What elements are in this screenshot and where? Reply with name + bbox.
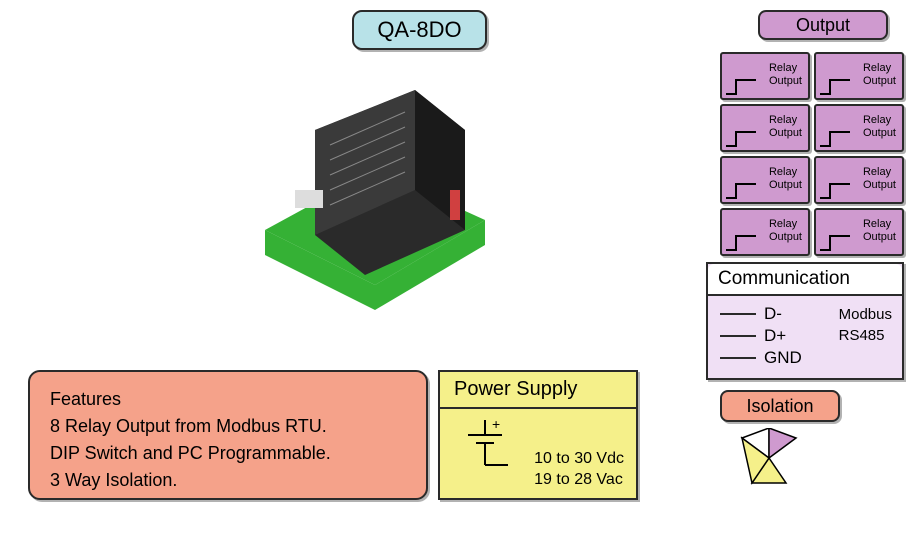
comm-d-minus: D- xyxy=(764,304,782,324)
product-title-text: QA-8DO xyxy=(377,17,461,43)
features-box: Features 8 Relay Output from Modbus RTU.… xyxy=(28,370,428,500)
comm-protocol-1: Modbus xyxy=(839,304,892,325)
isolation-badge: Isolation xyxy=(720,390,840,422)
relay-icon xyxy=(820,74,850,96)
relay-cell: RelayOutput xyxy=(720,52,810,100)
relay-cell: RelayOutput xyxy=(814,156,904,204)
communication-header: Communication xyxy=(708,264,902,296)
relay-cell: RelayOutput xyxy=(814,104,904,152)
relay-icon xyxy=(820,230,850,252)
relay-icon xyxy=(820,178,850,200)
power-ac-range: 19 to 28 Vac xyxy=(534,470,624,491)
signal-line-icon xyxy=(720,335,756,337)
relay-output-grid: RelayOutput RelayOutput RelayOutput Rela… xyxy=(720,52,904,256)
power-supply-title: Power Supply xyxy=(440,372,636,409)
relay-cell: RelayOutput xyxy=(814,52,904,100)
power-supply-box: Power Supply + 10 to 30 Vdc 19 to 28 Vac xyxy=(438,370,638,500)
signal-line-icon xyxy=(720,313,756,315)
output-header-badge: Output xyxy=(758,10,888,40)
comm-gnd: GND xyxy=(764,348,802,368)
relay-label-1: Relay xyxy=(769,62,797,74)
comm-protocol-2: RS485 xyxy=(839,325,892,346)
features-line-2: DIP Switch and PC Programmable. xyxy=(50,440,406,467)
relay-cell: RelayOutput xyxy=(720,156,810,204)
relay-icon xyxy=(726,126,756,148)
relay-label-2: Output xyxy=(769,75,802,87)
relay-cell: RelayOutput xyxy=(720,208,810,256)
battery-icon: + xyxy=(450,415,520,485)
device-illustration xyxy=(255,70,505,310)
features-line-3: 3 Way Isolation. xyxy=(50,467,406,494)
relay-icon xyxy=(726,178,756,200)
isolation-label: Isolation xyxy=(746,396,813,417)
product-title-badge: QA-8DO xyxy=(352,10,487,50)
features-line-1: 8 Relay Output from Modbus RTU. xyxy=(50,413,406,440)
comm-d-plus: D+ xyxy=(764,326,786,346)
features-header: Features xyxy=(50,386,406,413)
relay-icon xyxy=(820,126,850,148)
relay-icon xyxy=(726,74,756,96)
isolation-icon xyxy=(732,428,806,488)
relay-cell: RelayOutput xyxy=(814,208,904,256)
svg-text:+: + xyxy=(492,416,500,432)
relay-cell: RelayOutput xyxy=(720,104,810,152)
output-header-text: Output xyxy=(796,15,850,36)
communication-box: Communication D- D+ GND Modbus RS485 xyxy=(706,262,904,380)
relay-icon xyxy=(726,230,756,252)
power-dc-range: 10 to 30 Vdc xyxy=(534,449,624,470)
signal-line-icon xyxy=(720,357,756,359)
